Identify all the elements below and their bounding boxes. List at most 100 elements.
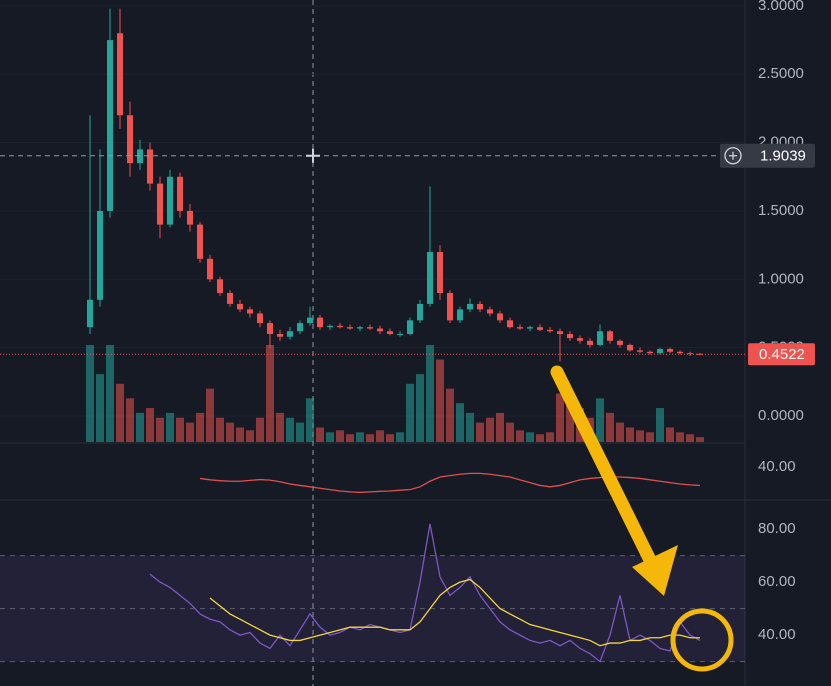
y-tick-label: 80.00 (758, 520, 796, 537)
volume-bar (356, 432, 364, 442)
volume-bar (446, 388, 454, 442)
volume-bar (336, 430, 344, 442)
candle-body (107, 40, 113, 211)
y-tick-label: 40.00 (758, 458, 796, 475)
candle-body (207, 258, 213, 280)
y-tick-label: 0.0000 (758, 407, 804, 424)
candle-body (357, 327, 363, 329)
volume-bar (696, 437, 704, 442)
volume-bar (156, 417, 164, 442)
volume-bar (186, 422, 194, 442)
plot: 0.00000.50001.00001.50002.00002.50003.00… (0, 0, 815, 663)
volume-bar (326, 432, 334, 442)
candle-body (287, 331, 293, 337)
volume-bar (676, 432, 684, 442)
volume-bar (116, 383, 124, 442)
annotation-arrow (550, 365, 657, 567)
candle-body (377, 328, 383, 332)
candle-body (187, 210, 193, 225)
candle-body (257, 313, 263, 324)
candle-body (547, 329, 553, 332)
volume-bar (246, 430, 254, 442)
volume-bar (496, 412, 504, 442)
candle-body (347, 327, 353, 329)
candle-body (577, 338, 583, 341)
candle-body (197, 224, 203, 259)
volume-bar (656, 408, 664, 442)
candle-body (267, 323, 273, 334)
volume-bar (206, 388, 214, 442)
candle-body (687, 353, 693, 355)
candle-body (657, 349, 663, 354)
crosshair-label: 1.9039 (760, 148, 806, 165)
volume-bar (546, 432, 554, 442)
candle-body (677, 351, 683, 354)
candle-body (217, 279, 223, 293)
candle-body (647, 351, 653, 354)
volume-bar (536, 434, 544, 442)
volume-bar (686, 434, 694, 442)
volume-bar (426, 345, 434, 442)
volume-bar (606, 412, 614, 442)
volume-bar (506, 422, 514, 442)
candle-body (127, 115, 133, 164)
volume-bar (616, 422, 624, 442)
candle-body (487, 309, 493, 314)
candle-body (367, 327, 373, 329)
candle-body (147, 149, 153, 184)
volume-bar (276, 412, 284, 442)
indicator-line (199, 472, 701, 494)
rsi-line (209, 578, 700, 647)
candle-body (237, 303, 243, 310)
crosshair-add-plus (729, 151, 737, 160)
volume-bar (486, 417, 494, 442)
volume-bar (416, 374, 424, 442)
volume-bar (376, 430, 384, 442)
candle-body (567, 333, 573, 339)
candle-body (177, 176, 183, 211)
candle-body (637, 350, 643, 352)
candle-body (587, 340, 593, 345)
candle-body (327, 325, 333, 328)
candle-body (387, 331, 393, 334)
volume-bar (136, 412, 144, 442)
volume-bar (226, 422, 234, 442)
candle-body (617, 340, 623, 345)
volume-bar (596, 398, 604, 442)
volume-bar (626, 427, 634, 442)
volume-bar (396, 432, 404, 442)
last-price-box (748, 343, 815, 366)
crosshair-add-icon (724, 147, 742, 165)
last-price-label: 0.4522 (759, 346, 805, 363)
volume-bar (286, 417, 294, 442)
candle-body (447, 292, 453, 321)
candle-body (427, 251, 433, 304)
volume-bar (646, 432, 654, 442)
volume-bar (466, 412, 474, 442)
candle-body (97, 210, 103, 300)
candle-body (597, 331, 603, 345)
candle-body (397, 333, 403, 335)
volume-bar (556, 393, 564, 442)
y-tick-label: 40.00 (758, 626, 796, 643)
volume-bar (636, 430, 644, 442)
candle-body (277, 333, 283, 337)
volume-bar (526, 432, 534, 442)
volume-bar (86, 345, 94, 442)
candle-body (507, 320, 513, 328)
candle-body (157, 183, 163, 225)
volume-bar (386, 434, 394, 442)
candle-body (607, 331, 613, 341)
volume-bar (296, 422, 304, 442)
volume-bar (566, 403, 574, 442)
volume-bar (146, 408, 154, 442)
candle-body (457, 309, 463, 321)
candle-body (117, 33, 123, 116)
y-tick-label: 1.0000 (758, 270, 804, 287)
volume-bar (196, 412, 204, 442)
volume-bar (516, 430, 524, 442)
volume-bar (316, 427, 324, 442)
volume-bar (106, 345, 114, 442)
